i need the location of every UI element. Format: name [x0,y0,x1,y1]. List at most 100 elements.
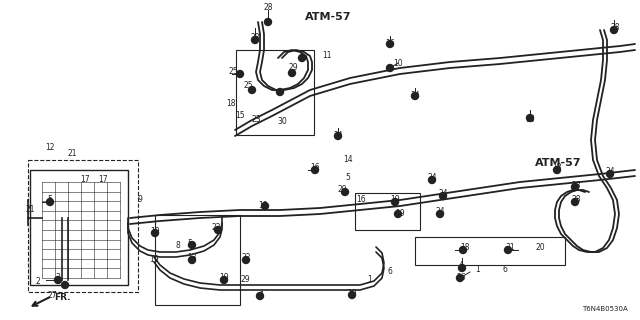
Text: T6N4B0530A: T6N4B0530A [582,306,628,312]
Circle shape [412,92,419,100]
Circle shape [392,198,399,205]
Text: 29: 29 [240,276,250,284]
Text: 31: 31 [505,244,515,252]
Text: 19: 19 [219,274,229,283]
Text: 12: 12 [45,143,55,153]
Text: 5: 5 [188,238,193,247]
Text: 19: 19 [347,289,357,298]
Circle shape [572,198,579,205]
Bar [28,160,138,292]
Circle shape [572,183,579,190]
Circle shape [152,229,159,236]
Circle shape [387,65,394,71]
Circle shape [504,246,511,253]
Text: ATM-57: ATM-57 [305,12,351,22]
Text: 6: 6 [388,268,392,276]
Text: 5: 5 [346,173,351,182]
Circle shape [276,89,284,95]
Bar [155,215,240,305]
Text: 24: 24 [410,91,420,100]
Text: 25: 25 [243,82,253,91]
Circle shape [221,276,227,284]
Text: 8: 8 [175,241,180,250]
Circle shape [243,257,250,263]
Circle shape [611,27,618,34]
Circle shape [289,69,296,76]
Circle shape [252,36,259,44]
Text: 28: 28 [263,4,273,12]
Bar [415,237,565,265]
Text: 13: 13 [187,253,197,262]
Text: 24: 24 [435,207,445,217]
Text: 28: 28 [611,23,620,33]
Text: 18: 18 [460,244,470,252]
Text: 21: 21 [67,148,77,157]
Text: 16: 16 [356,196,366,204]
Text: 4: 4 [459,260,463,269]
Text: 17: 17 [80,175,90,185]
Text: 30: 30 [277,117,287,126]
Text: 9: 9 [138,196,143,204]
Text: 3: 3 [56,274,60,283]
Text: FR.: FR. [54,292,70,301]
Text: 15: 15 [235,111,245,121]
Circle shape [61,282,68,289]
Circle shape [54,276,61,284]
Circle shape [607,171,614,178]
Text: 19: 19 [258,201,268,210]
Text: 19: 19 [149,255,159,265]
Circle shape [387,41,394,47]
Text: 16: 16 [525,116,535,124]
Text: 24: 24 [333,131,343,140]
Circle shape [189,242,195,249]
Text: 1: 1 [367,276,372,284]
Circle shape [527,115,534,122]
Text: 29: 29 [288,63,298,73]
Text: 25: 25 [228,68,238,76]
Text: 2: 2 [36,277,40,286]
Text: 28: 28 [572,196,580,204]
Circle shape [335,132,342,140]
Text: 11: 11 [323,51,332,60]
Circle shape [47,198,54,205]
Circle shape [262,203,269,210]
Bar [236,50,314,135]
Circle shape [264,19,271,26]
Circle shape [554,166,561,173]
Text: 14: 14 [343,156,353,164]
Circle shape [458,265,465,271]
Text: 5: 5 [47,196,52,204]
Circle shape [394,211,401,218]
Text: 1: 1 [476,266,481,275]
Circle shape [456,275,463,282]
Circle shape [436,211,444,218]
Circle shape [237,70,243,77]
Text: 10: 10 [393,59,403,68]
Text: 24: 24 [605,167,615,177]
Text: 21: 21 [25,205,35,214]
Text: 28: 28 [250,33,260,42]
Circle shape [349,292,355,299]
Text: 22: 22 [211,223,221,233]
Circle shape [298,54,305,61]
Text: 19: 19 [150,228,160,236]
Circle shape [342,188,349,196]
Bar [30,170,128,285]
Text: 23: 23 [251,115,261,124]
Text: 1: 1 [260,291,264,300]
Circle shape [429,177,435,183]
Text: 16: 16 [385,38,395,47]
Text: 26: 26 [456,274,466,283]
Text: 16: 16 [310,164,320,172]
Text: 19: 19 [395,209,405,218]
Circle shape [189,257,195,263]
Text: 28: 28 [572,180,580,189]
Text: 18: 18 [227,100,236,108]
Circle shape [460,246,467,253]
Circle shape [440,193,447,199]
Bar [355,193,420,230]
Circle shape [214,227,221,234]
Circle shape [312,166,319,173]
Text: 29: 29 [337,186,347,195]
Text: ATM-57: ATM-57 [535,158,582,168]
